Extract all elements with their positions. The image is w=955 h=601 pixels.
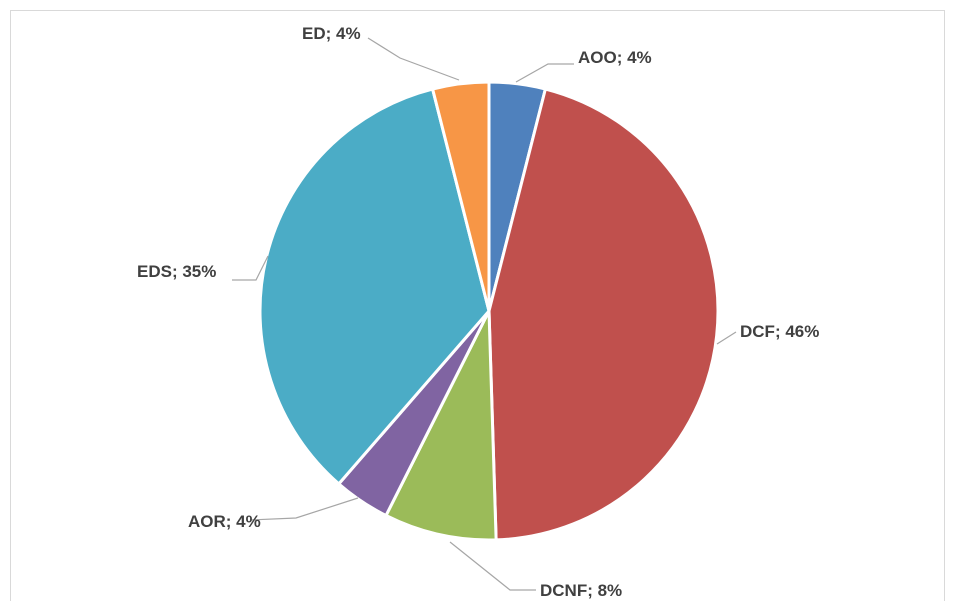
data-label-aor: AOR; 4% [188, 512, 261, 531]
data-label-ed: ED; 4% [302, 24, 361, 43]
leader-line-dcnf [449, 541, 536, 591]
leader-line-eds [232, 255, 269, 281]
leader-lines [232, 37, 737, 591]
leader-line-aoo [515, 63, 574, 83]
pie-slices [258, 80, 720, 542]
data-label-eds: EDS; 35% [137, 262, 216, 281]
leader-line-dcf [716, 331, 737, 345]
chart-border [10, 10, 945, 601]
pie-slice-eds [258, 87, 491, 486]
pie-slice-ed [430, 80, 491, 312]
data-labels: AOO; 4% DCF; 46% DCNF; 8% AOR; 4% EDS; 35% ED… [137, 24, 819, 600]
leader-line-ed [367, 37, 460, 81]
pie-slice-dcnf [383, 310, 498, 542]
leader-line-aor [249, 497, 359, 521]
data-label-dcf: DCF; 46% [740, 322, 819, 341]
data-label-aoo: AOO; 4% [578, 48, 652, 67]
pie-slice-dcf [487, 87, 720, 542]
data-label-dcnf: DCNF; 8% [540, 581, 622, 600]
